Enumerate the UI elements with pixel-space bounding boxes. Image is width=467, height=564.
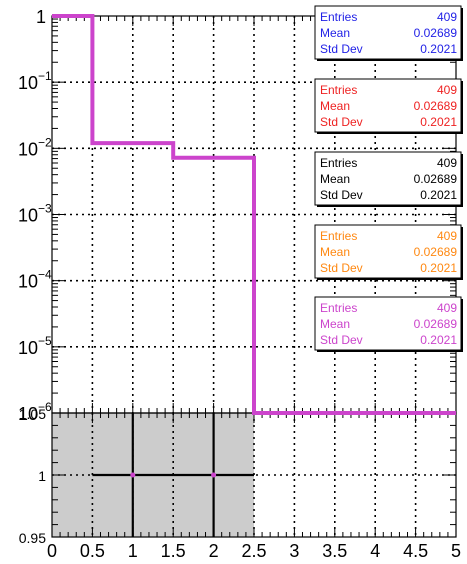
- stat-std-dev-value: 0.2021: [420, 333, 457, 347]
- stat-box: Entries 409 Mean 0.02689 Std Dev 0.2021: [315, 79, 463, 134]
- y-tick-label: 10: [18, 338, 38, 358]
- x-tick-label: 0.5: [80, 541, 105, 561]
- stat-mean-label: Mean: [320, 245, 350, 259]
- stat-std-dev-value: 0.2021: [420, 42, 457, 56]
- x-tick-label: 2.5: [241, 541, 266, 561]
- stat-entries-label: Entries: [320, 10, 357, 24]
- stat-std-dev-label: Std Dev: [320, 42, 363, 56]
- stat-mean-value: 0.02689: [414, 99, 458, 113]
- stat-entries-label: Entries: [320, 156, 357, 170]
- stat-entries-value: 409: [437, 156, 457, 170]
- stat-box: Entries 409 Mean 0.02689 Std Dev 0.2021: [315, 225, 463, 280]
- stat-entries-label: Entries: [320, 229, 357, 243]
- stat-mean-value: 0.02689: [414, 26, 458, 40]
- y-tick-label: 0.95: [19, 530, 46, 546]
- x-tick-label: 3: [289, 541, 299, 561]
- y-tick-exponent: −3: [38, 202, 52, 216]
- stat-std-dev-label: Std Dev: [320, 188, 363, 202]
- stat-mean-label: Mean: [320, 26, 350, 40]
- y-tick-exponent: −4: [38, 268, 52, 282]
- x-tick-label: 3.5: [322, 541, 347, 561]
- y-tick-label: 1: [36, 7, 46, 27]
- stat-entries-value: 409: [437, 83, 457, 97]
- stat-mean-label: Mean: [320, 172, 350, 186]
- y-tick-exponent: −2: [38, 135, 52, 149]
- y-tick-exponent: −1: [38, 69, 52, 83]
- stat-box: Entries 409 Mean 0.02689 Std Dev 0.2021: [315, 6, 463, 61]
- stat-std-dev-label: Std Dev: [320, 333, 363, 347]
- x-tick-label: 0: [47, 541, 57, 561]
- y-tick-label: 10: [18, 73, 38, 93]
- y-tick-label: 10: [18, 139, 38, 159]
- x-tick-label: 1.5: [161, 541, 186, 561]
- y-tick-label: 1: [38, 468, 46, 484]
- stat-box: Entries 409 Mean 0.02689 Std Dev 0.2021: [315, 152, 463, 207]
- x-tick-label: 2: [209, 541, 219, 561]
- stat-mean-label: Mean: [320, 99, 350, 113]
- x-tick-label: 4.5: [403, 541, 428, 561]
- ratio-point: [211, 473, 216, 478]
- stat-mean-value: 0.02689: [414, 245, 458, 259]
- x-tick-label: 5: [451, 541, 461, 561]
- stat-mean-label: Mean: [320, 317, 350, 331]
- stat-entries-label: Entries: [320, 83, 357, 97]
- stat-mean-value: 0.02689: [414, 317, 458, 331]
- y-tick-label: 1.05: [19, 406, 46, 422]
- x-tick-label: 4: [370, 541, 380, 561]
- y-tick-label: 10: [18, 272, 38, 292]
- stat-entries-value: 409: [437, 301, 457, 315]
- stat-std-dev-value: 0.2021: [420, 188, 457, 202]
- y-tick-label: 10: [18, 206, 38, 226]
- stat-std-dev-value: 0.2021: [420, 261, 457, 275]
- stat-std-dev-value: 0.2021: [420, 115, 457, 129]
- ratio-point: [130, 473, 135, 478]
- stat-mean-value: 0.02689: [414, 172, 458, 186]
- stat-entries-value: 409: [437, 10, 457, 24]
- y-tick-exponent: −5: [38, 334, 52, 348]
- stat-std-dev-label: Std Dev: [320, 261, 363, 275]
- stat-box: Entries 409 Mean 0.02689 Std Dev 0.2021: [315, 297, 463, 352]
- stat-std-dev-label: Std Dev: [320, 115, 363, 129]
- stat-entries-label: Entries: [320, 301, 357, 315]
- stat-entries-value: 409: [437, 229, 457, 243]
- x-tick-label: 1: [128, 541, 138, 561]
